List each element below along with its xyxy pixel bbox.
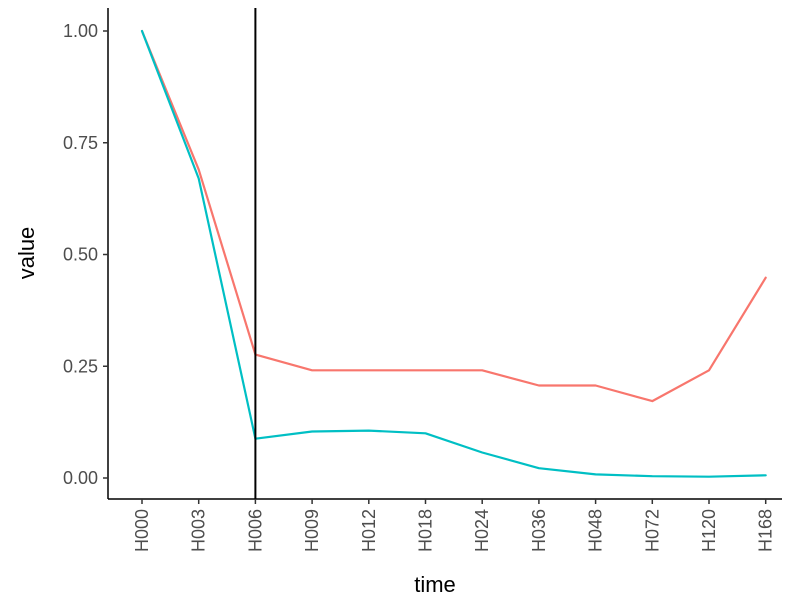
y-tick-label: 0.50: [63, 245, 98, 265]
x-tick-label: H024: [472, 509, 492, 552]
y-tick-label: 0.25: [63, 356, 98, 376]
x-tick-label: H000: [132, 509, 152, 552]
series-line-2: [140, 29, 767, 478]
series-line-1: [140, 29, 767, 403]
y-tick-label: 0.00: [63, 468, 98, 488]
x-tick-label: H168: [756, 509, 776, 552]
y-axis: 0.00 0.25 0.50 0.75 1.00: [63, 8, 109, 499]
x-tick-label: H072: [642, 509, 662, 552]
x-tick-label: H036: [529, 509, 549, 552]
x-tick-label: H048: [586, 509, 606, 552]
y-tick-label: 1.00: [63, 21, 98, 41]
x-tick-label: H018: [416, 509, 436, 552]
x-tick-label: H012: [359, 509, 379, 552]
x-tick-label: H006: [245, 509, 265, 552]
plot-area: [140, 8, 767, 499]
y-axis-title: value: [14, 227, 39, 280]
x-tick-label: H009: [302, 509, 322, 552]
x-tick-label: H003: [189, 509, 209, 552]
x-axis: H000 H003 H006 H009 H012 H018 H024 H036 H048 H072…: [108, 498, 782, 552]
x-axis-title: time: [414, 572, 456, 597]
y-tick-label: 0.75: [63, 133, 98, 153]
x-tick-label: H120: [699, 509, 719, 552]
